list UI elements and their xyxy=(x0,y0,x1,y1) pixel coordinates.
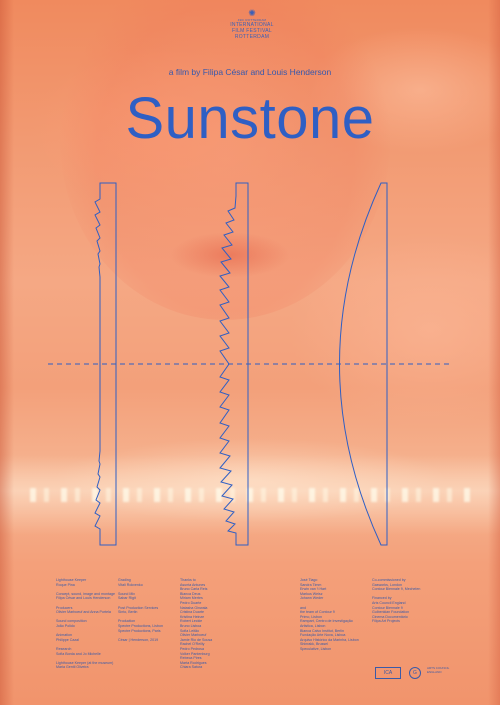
credits-column-4: José Tiago Sandra Timm Erwin van 't Hart… xyxy=(300,578,359,652)
credit-line: César | Henderson, 2019 xyxy=(118,638,163,643)
fresnel-lens-middle xyxy=(220,183,248,545)
credit-line: Spectre Productions, Paris xyxy=(118,629,163,634)
sponsor-logos: ICA G ARTS COUNCIL ENGLAND xyxy=(375,667,455,681)
credits-column-1: Lighthouse Keeper Roque Pina Concept, so… xyxy=(56,578,115,670)
credit-line: Maria Gentil Oliveira xyxy=(56,665,115,670)
credit-line: Chiara Satura xyxy=(180,665,212,670)
credit-line: Speculative, Lisbon xyxy=(300,647,359,652)
credit-line: Filipa César and Louis Henderson xyxy=(56,596,115,601)
credit-line: Spectre Productions, Lisbon xyxy=(118,624,163,629)
credit-line: Olivier Marboeuf and Anna Portela xyxy=(56,610,115,615)
credits-column-5: Co-commissioned by Gasworks, London Cont… xyxy=(372,578,420,624)
sponsor-logo-1: ICA xyxy=(375,667,401,679)
credits-column-3: Thanks to Asunta Antunes Bruno Carla Rei… xyxy=(180,578,212,670)
sponsor-logo-3: ARTS COUNCIL ENGLAND xyxy=(427,667,453,679)
credit-line: Contour Biennale 9, Mechelen xyxy=(372,587,420,592)
sponsor-logo-2: G xyxy=(409,667,421,679)
credits-column-2: Grading Vitali Rokvenko Sound Mix Sabar … xyxy=(118,578,163,642)
credit-line: Filipa Art Projects xyxy=(372,619,420,624)
